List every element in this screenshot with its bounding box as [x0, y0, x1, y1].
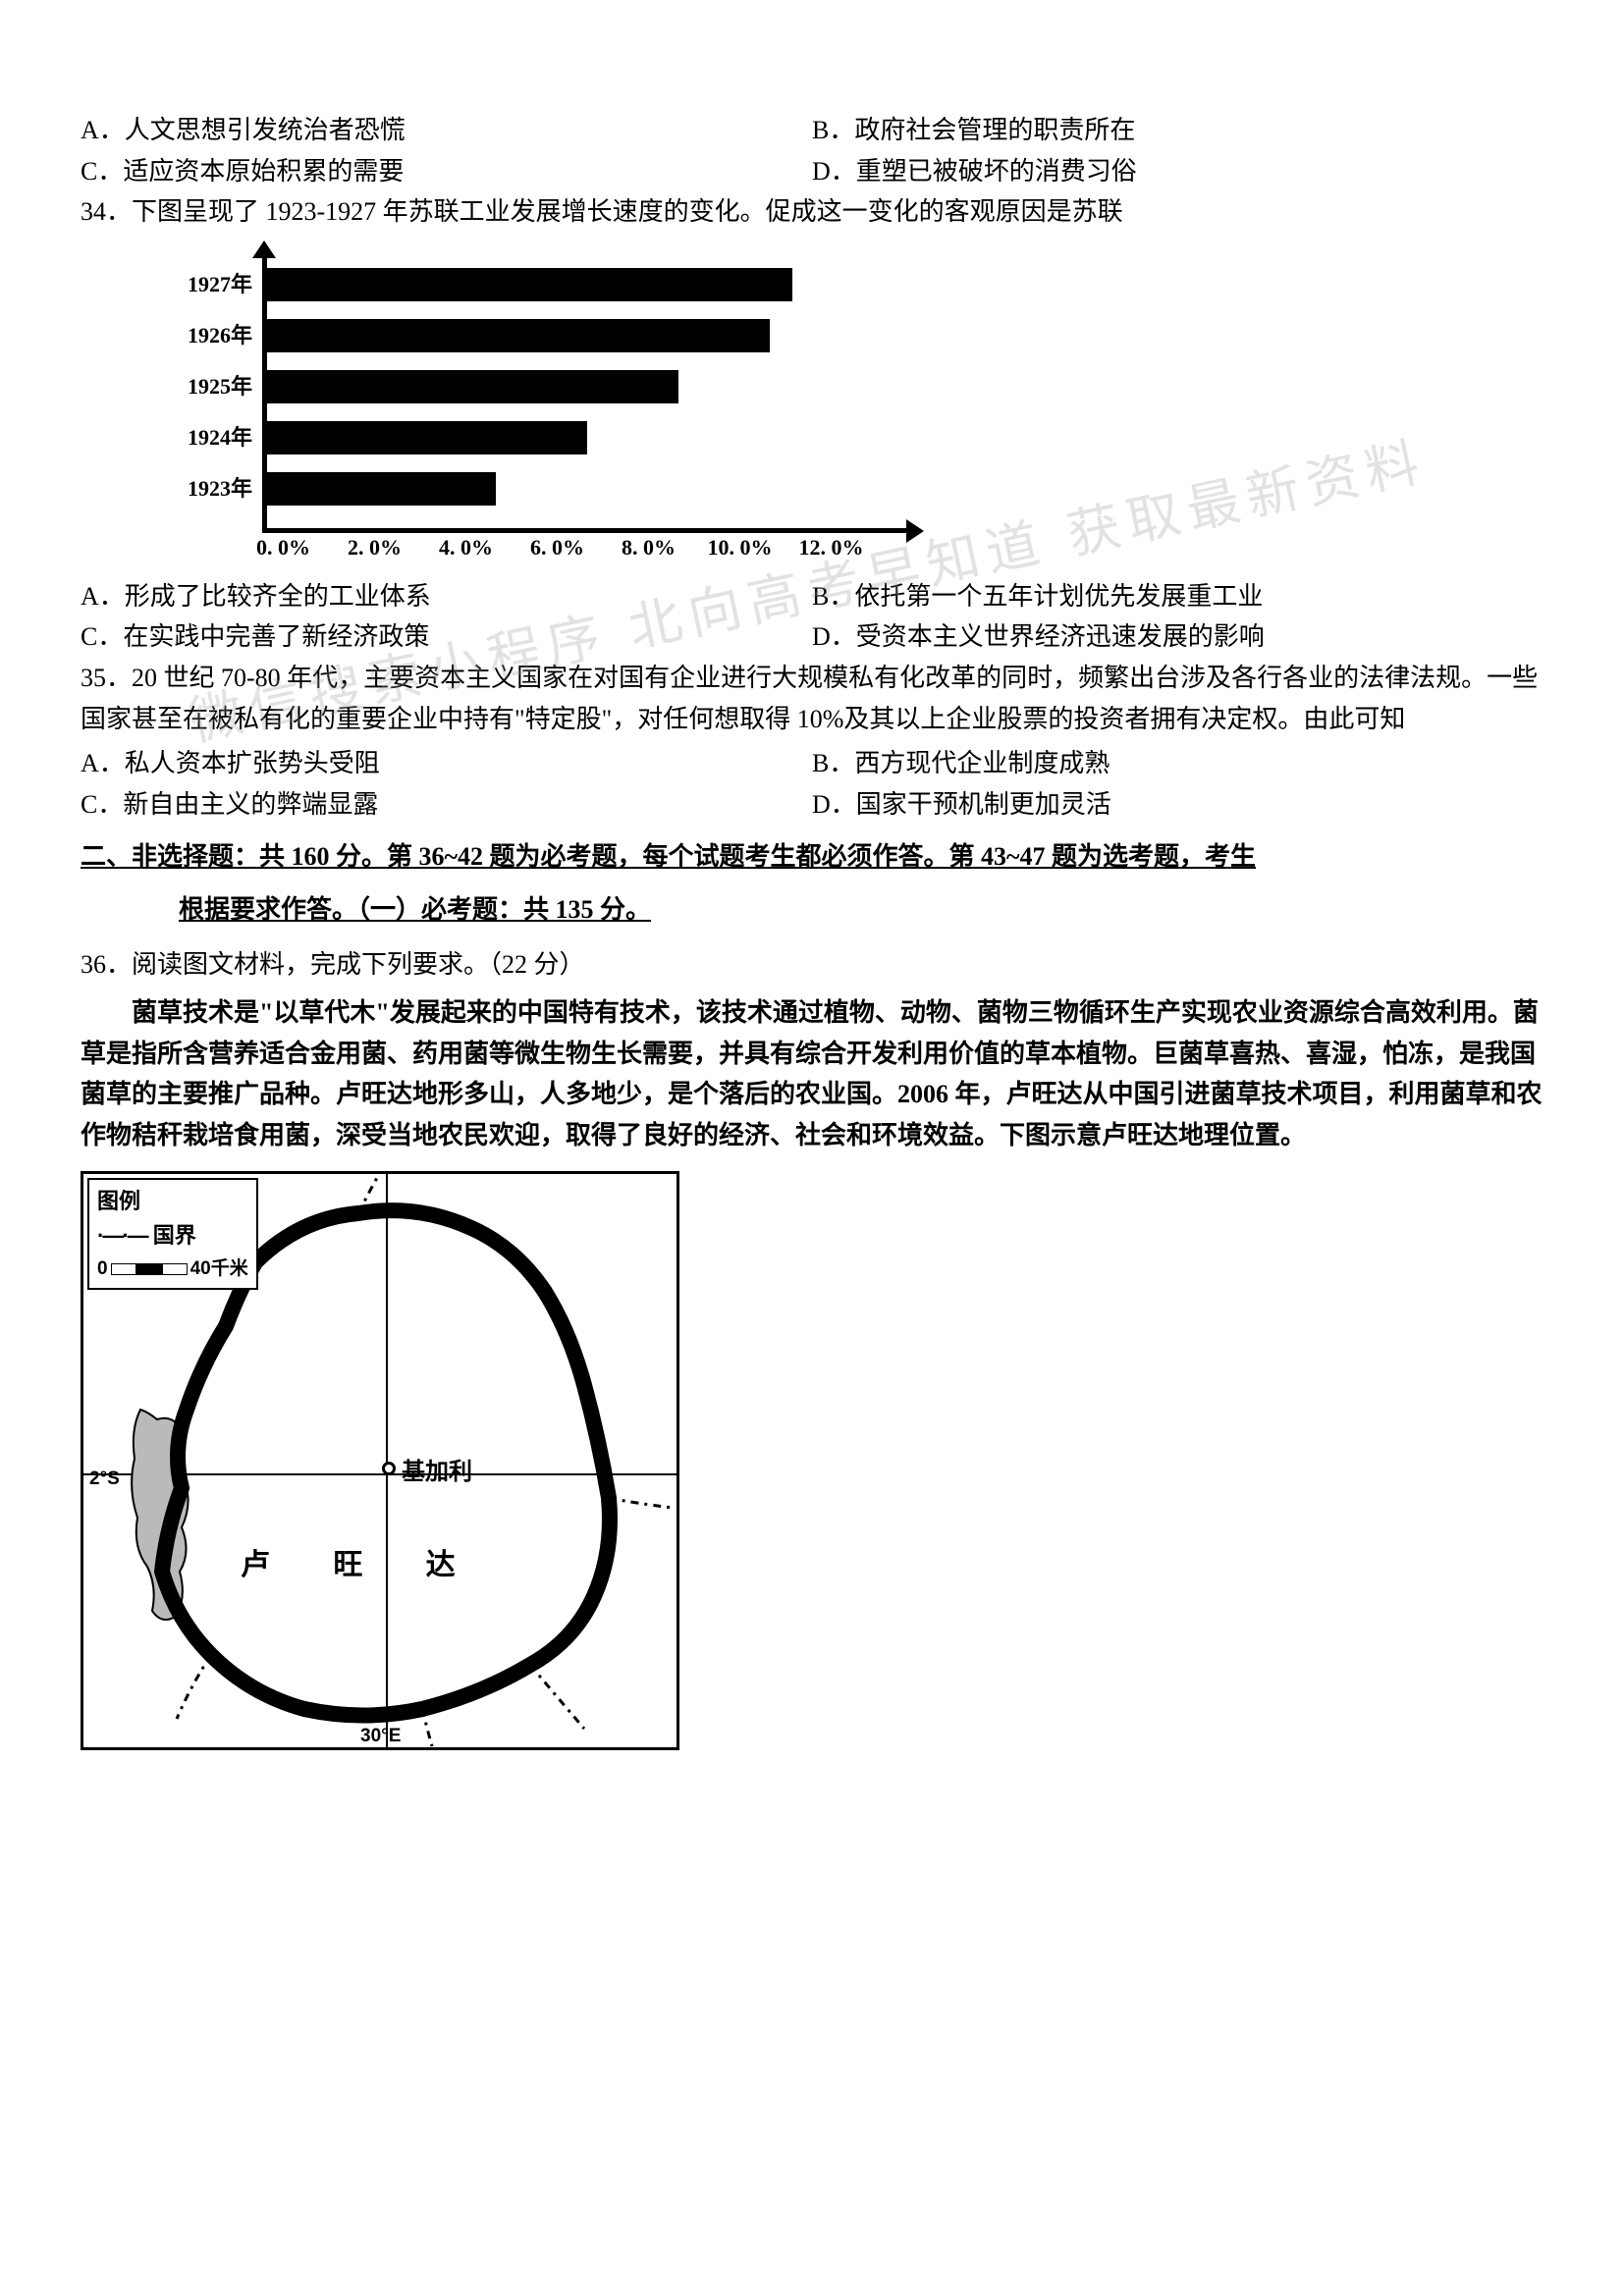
- bar-1923: [267, 472, 496, 506]
- bar-label-1926: 1926年: [159, 318, 252, 352]
- q35-option-a: A．私人资本扩张势头受阻: [81, 743, 812, 784]
- q36-stem: 36．阅读图文材料，完成下列要求。（22 分）: [81, 944, 1543, 986]
- map: 图例 ·—·— 国界 0 40千米 卢 旺 达 基加利 2°S 30°E: [81, 1171, 679, 1750]
- bar-1927: [267, 268, 792, 301]
- q34-option-b: B．依托第一个五年计划优先发展重工业: [812, 576, 1543, 617]
- q34-options: A．形成了比较齐全的工业体系 B．依托第一个五年计划优先发展重工业 C．在实践中…: [81, 576, 1543, 658]
- x-label-12: 12. 0%: [785, 530, 877, 564]
- q34-option-c: C．在实践中完善了新经济政策: [81, 616, 812, 658]
- q35-options: A．私人资本扩张势头受阻 B．西方现代企业制度成熟 C．新自由主义的弊端显露 D…: [81, 743, 1543, 825]
- scale-0: 0: [97, 1255, 108, 1284]
- q33-option-c: C．适应资本原始积累的需要: [81, 151, 812, 192]
- scale-bar: 0 40千米: [97, 1255, 248, 1284]
- q35-option-d: D．国家干预机制更加灵活: [812, 784, 1543, 826]
- section2-header: 二、非选择题：共 160 分。第 36~42 题为必考题，每个试题考生都必须作答…: [81, 836, 1543, 878]
- x-label-2: 2. 0%: [329, 530, 420, 564]
- scale-40: 40千米: [190, 1255, 248, 1284]
- x-axis-labels: 0. 0% 2. 0% 4. 0% 6. 0% 8. 0% 10. 0% 12.…: [238, 530, 905, 564]
- q36-passage: 菌草技术是"以草代木"发展起来的中国特有技术，该技术通过植物、动物、菌物三物循环…: [81, 992, 1543, 1155]
- q33-option-a: A．人文思想引发统治者恐慌: [81, 110, 812, 151]
- lon-label: 30°E: [360, 1722, 401, 1751]
- q33-option-b: B．政府社会管理的职责所在: [812, 110, 1543, 151]
- q34-stem: 34．下图呈现了 1923-1927 年苏联工业发展增长速度的变化。促成这一变化…: [81, 191, 1543, 233]
- q35-stem: 35．20 世纪 70-80 年代，主要资本主义国家在对国有企业进行大规模私有化…: [81, 658, 1543, 739]
- lat-label: 2°S: [89, 1465, 120, 1494]
- legend-border-label: 国界: [153, 1223, 196, 1248]
- x-label-4: 4. 0%: [420, 530, 512, 564]
- section2-header-line1: 二、非选择题：共 160 分。第 36~42 题为必考题，每个试题考生都必须作答…: [81, 842, 1256, 871]
- q34-option-a: A．形成了比较齐全的工业体系: [81, 576, 812, 617]
- country-label: 卢 旺 达: [241, 1542, 483, 1589]
- scale-seg-2: [136, 1263, 162, 1275]
- q35-option-b: B．西方现代企业制度成熟: [812, 743, 1543, 784]
- border-symbol: ·—·—: [97, 1218, 147, 1253]
- x-axis-arrow: [906, 519, 924, 543]
- capital-label: 基加利: [402, 1454, 472, 1491]
- bar-1924: [267, 421, 587, 454]
- bar-label-1923: 1923年: [159, 471, 252, 506]
- q33-option-d: D．重塑已被破坏的消费习俗: [812, 151, 1543, 192]
- scale-seg-3: [162, 1263, 188, 1275]
- bar-label-1925: 1925年: [159, 369, 252, 403]
- capital-dot: [382, 1462, 396, 1475]
- bar-label-1924: 1924年: [159, 420, 252, 454]
- q33-options: A．人文思想引发统治者恐慌 B．政府社会管理的职责所在 C．适应资本原始积累的需…: [81, 110, 1543, 191]
- x-label-6: 6. 0%: [512, 530, 603, 564]
- section2-header-line2: 根据要求作答。（一）必考题：共 135 分。: [81, 889, 1543, 931]
- legend-border-row: ·—·— 国界: [97, 1218, 248, 1253]
- scale-seg-1: [111, 1263, 136, 1275]
- map-legend: 图例 ·—·— 国界 0 40千米: [87, 1178, 258, 1291]
- x-label-0: 0. 0%: [238, 530, 329, 564]
- x-label-8: 8. 0%: [603, 530, 694, 564]
- legend-title: 图例: [97, 1184, 248, 1218]
- bar-label-1927: 1927年: [159, 267, 252, 301]
- bar-1925: [267, 370, 678, 403]
- q34-option-d: D．受资本主义世界经济迅速发展的影响: [812, 616, 1543, 658]
- x-label-10: 10. 0%: [694, 530, 785, 564]
- q35-option-c: C．新自由主义的弊端显露: [81, 784, 812, 826]
- bar-1926: [267, 319, 770, 352]
- bar-chart: 1927年 1926年 1925年 1924年 1923年 0. 0% 2. 0…: [159, 252, 905, 557]
